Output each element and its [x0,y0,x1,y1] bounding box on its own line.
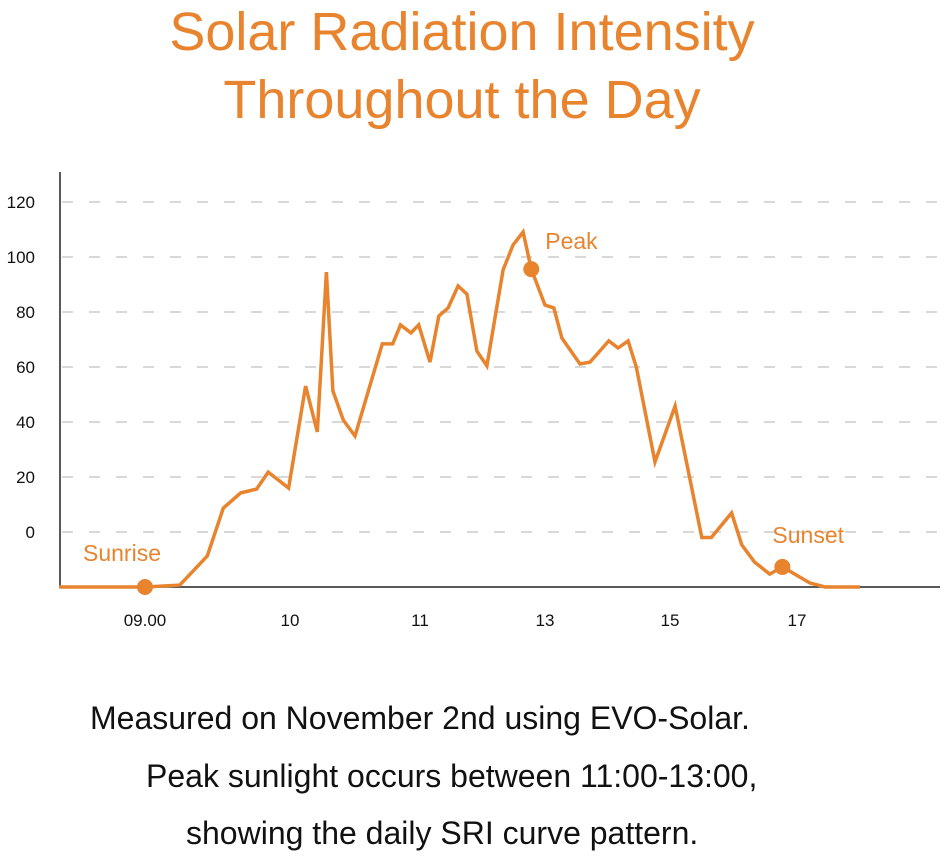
y-tick-label: 60 [16,358,35,377]
x-tick-label: 10 [281,611,300,630]
x-tick-label: 11 [411,611,429,630]
solar-radiation-line [59,227,860,589]
caption-line-1: Measured on November 2nd using EVO-Solar… [90,700,750,736]
chart-title-line-1: Solar Radiation Intensity [169,2,755,62]
chart-title-line-2: Throughout the Day [223,70,701,130]
annotation-marker-sunset [774,558,791,575]
y-tick-label: 0 [26,523,35,542]
annotation-label-peak: Peak [545,228,598,254]
x-tick-label: 15 [661,611,680,630]
y-tick-label: 100 [7,248,35,267]
caption-line-3: showing the daily SRI curve pattern. [186,815,699,851]
annotation-label-sunrise: Sunrise [83,540,161,566]
x-tick-label: 09.00 [124,611,167,630]
x-tick-label: 13 [536,611,555,630]
annotation-marker-peak [523,261,540,278]
annotation-label-sunset: Sunset [772,522,844,548]
y-tick-label: 80 [16,303,35,322]
y-tick-label: 20 [16,468,35,487]
line-chart: 0 20 40 60 80 100 120 09.00 10 11 13 15 17 Sunrise Pea… [7,172,940,630]
y-tick-label: 120 [7,193,35,212]
x-tick-label: 17 [788,611,807,630]
y-tick-label: 40 [16,413,35,432]
annotation-marker-sunrise [137,579,153,595]
caption-line-2: Peak sunlight occurs between 11:00-13:00… [146,758,758,794]
